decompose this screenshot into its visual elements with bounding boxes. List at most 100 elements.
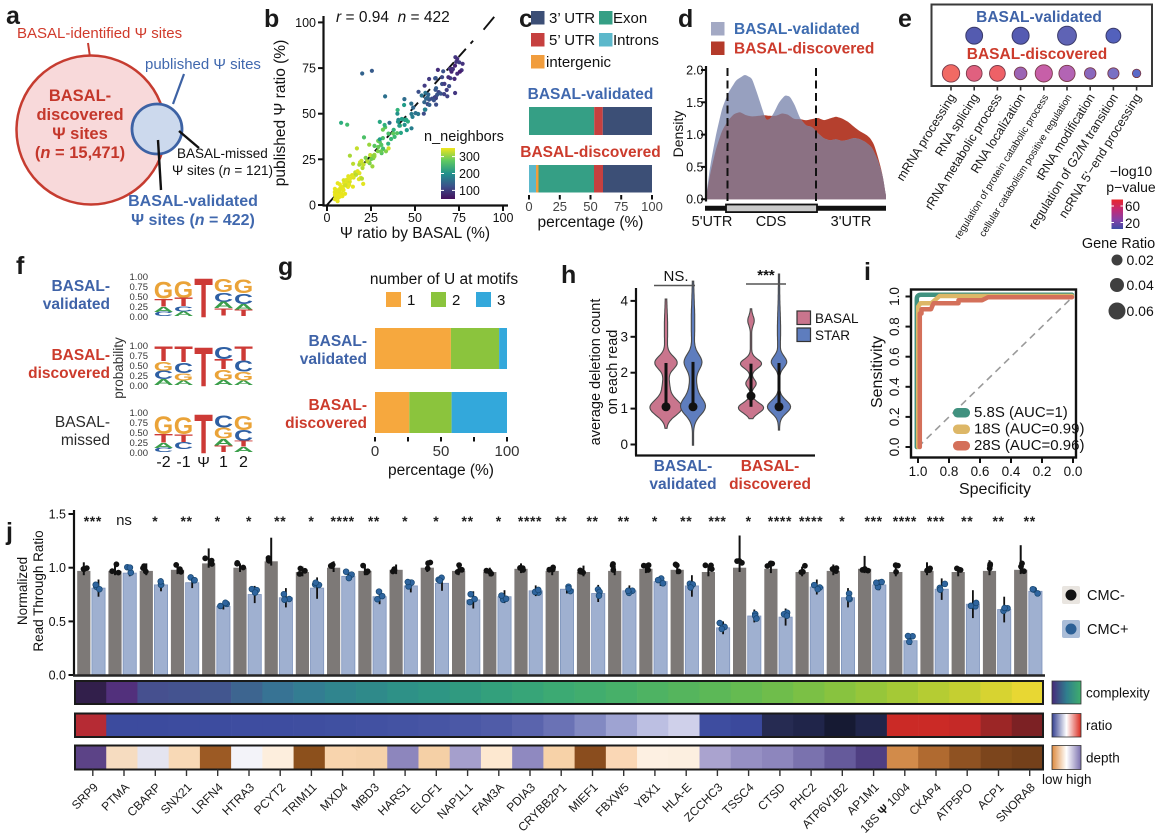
svg-text:0.25: 0.25 [130, 371, 149, 382]
svg-text:G: G [154, 359, 173, 374]
svg-text:Gene Ratio: Gene Ratio [1082, 236, 1155, 252]
svg-text:BASAL-: BASAL- [51, 278, 110, 295]
svg-text:T: T [234, 308, 253, 318]
svg-text:**: ** [618, 513, 630, 529]
svg-text:probability: probability [111, 337, 126, 399]
svg-text:Ψ: Ψ [197, 454, 210, 471]
svg-text:G: G [234, 370, 253, 384]
svg-text:T: T [194, 267, 213, 329]
svg-text:e: e [898, 5, 912, 33]
svg-text:*: * [246, 513, 252, 529]
svg-text:p−value: p−value [1106, 179, 1156, 195]
svg-text:on each read: on each read [605, 330, 621, 415]
svg-text:5'UTR: 5'UTR [692, 214, 733, 230]
svg-text:Specificity: Specificity [959, 481, 1031, 498]
svg-text:0.2: 0.2 [887, 408, 902, 427]
svg-text:****: **** [518, 513, 542, 529]
svg-text:0.06: 0.06 [1127, 303, 1154, 319]
svg-text:C: C [214, 290, 233, 305]
svg-text:C: C [234, 357, 253, 375]
svg-text:0.6: 0.6 [971, 464, 990, 479]
svg-text:CMC-: CMC- [1087, 588, 1125, 604]
svg-text:***: *** [84, 513, 102, 529]
svg-text:Normalized: Normalized [15, 557, 30, 625]
svg-text:G: G [174, 277, 193, 304]
svg-text:NS.: NS. [663, 268, 688, 285]
svg-text:discovered: discovered [729, 476, 811, 493]
svg-text:1.5: 1.5 [686, 96, 703, 110]
svg-text:0.00: 0.00 [130, 381, 149, 392]
svg-text:25: 25 [364, 211, 378, 225]
svg-text:0.0: 0.0 [1064, 464, 1083, 479]
svg-text:****: **** [768, 513, 792, 529]
svg-text:intergenic: intergenic [546, 54, 612, 71]
svg-text:***: *** [757, 267, 775, 284]
svg-text:A: A [153, 306, 174, 314]
svg-text:50: 50 [433, 443, 450, 460]
svg-text:Ψ ratio by BASAL (%): Ψ ratio by BASAL (%) [340, 225, 490, 242]
svg-text:4: 4 [620, 293, 628, 308]
svg-text:0: 0 [309, 199, 316, 213]
svg-text:T: T [214, 306, 233, 317]
svg-text:0.0: 0.0 [887, 438, 902, 457]
svg-text:T: T [234, 440, 253, 449]
svg-text:A: A [233, 303, 253, 312]
svg-text:***: *** [708, 513, 726, 529]
svg-text:**: ** [992, 513, 1004, 529]
svg-text:**: ** [555, 513, 567, 529]
svg-text:BASAL-: BASAL- [308, 397, 367, 414]
svg-text:0.75: 0.75 [130, 351, 149, 362]
svg-text:75: 75 [302, 62, 316, 76]
svg-text:75: 75 [614, 199, 628, 214]
svg-text:0.25: 0.25 [130, 438, 149, 449]
svg-text:missed: missed [61, 432, 110, 449]
svg-text:75: 75 [452, 211, 466, 225]
svg-text:BASAL-discovered: BASAL-discovered [734, 41, 874, 58]
svg-text:**: ** [368, 513, 380, 529]
svg-text:r = 0.94 n = 422: r = 0.94 n = 422 [336, 9, 450, 26]
svg-text:complexity: complexity [1086, 686, 1150, 701]
svg-text:**: ** [680, 513, 692, 529]
svg-text:25: 25 [553, 199, 567, 214]
svg-text:1: 1 [407, 292, 415, 309]
svg-text:0.00: 0.00 [130, 312, 149, 323]
svg-text:300: 300 [459, 150, 480, 164]
svg-text:5.8S (AUC=1): 5.8S (AUC=1) [974, 404, 1068, 421]
svg-text:A: A [153, 442, 174, 450]
svg-text:C: C [214, 343, 233, 363]
svg-text:average deletion count: average deletion count [588, 299, 604, 446]
svg-text:G: G [214, 275, 233, 296]
svg-text:50: 50 [302, 107, 316, 121]
svg-text:1.0: 1.0 [887, 287, 902, 306]
svg-text:n_neighbors: n_neighbors [424, 129, 504, 145]
svg-text:G: G [174, 372, 193, 384]
svg-text:0.2: 0.2 [1033, 464, 1052, 479]
svg-text:T: T [154, 296, 173, 309]
svg-text:1.00: 1.00 [130, 341, 149, 352]
svg-text:h: h [561, 261, 576, 289]
svg-text:G: G [154, 278, 173, 305]
svg-text:discovered: discovered [36, 106, 123, 124]
svg-text:100: 100 [459, 184, 480, 198]
svg-text:*: * [746, 513, 752, 529]
svg-text:T: T [194, 403, 213, 465]
svg-text:0.6: 0.6 [887, 347, 902, 366]
svg-text:0.8: 0.8 [887, 317, 902, 336]
svg-text:1.0: 1.0 [686, 128, 703, 142]
svg-text:C: C [214, 412, 233, 431]
svg-text:*: * [839, 513, 845, 529]
svg-text:0.00: 0.00 [130, 448, 149, 459]
svg-text:C: C [154, 447, 173, 454]
svg-text:C: C [174, 360, 193, 377]
svg-text:Ψ sites (n = 422): Ψ sites (n = 422) [131, 212, 255, 229]
svg-text:0.50: 0.50 [130, 292, 149, 303]
svg-text:Density: Density [670, 111, 686, 158]
svg-text:A: A [213, 379, 234, 387]
svg-text:0: 0 [525, 199, 532, 214]
svg-text:BASAL-: BASAL- [55, 414, 110, 431]
svg-text:A: A [233, 380, 254, 387]
svg-text:b: b [264, 5, 279, 33]
svg-text:T: T [174, 296, 193, 309]
svg-text:BASAL-: BASAL- [741, 458, 800, 475]
svg-text:Sensitivity: Sensitivity [869, 336, 886, 408]
